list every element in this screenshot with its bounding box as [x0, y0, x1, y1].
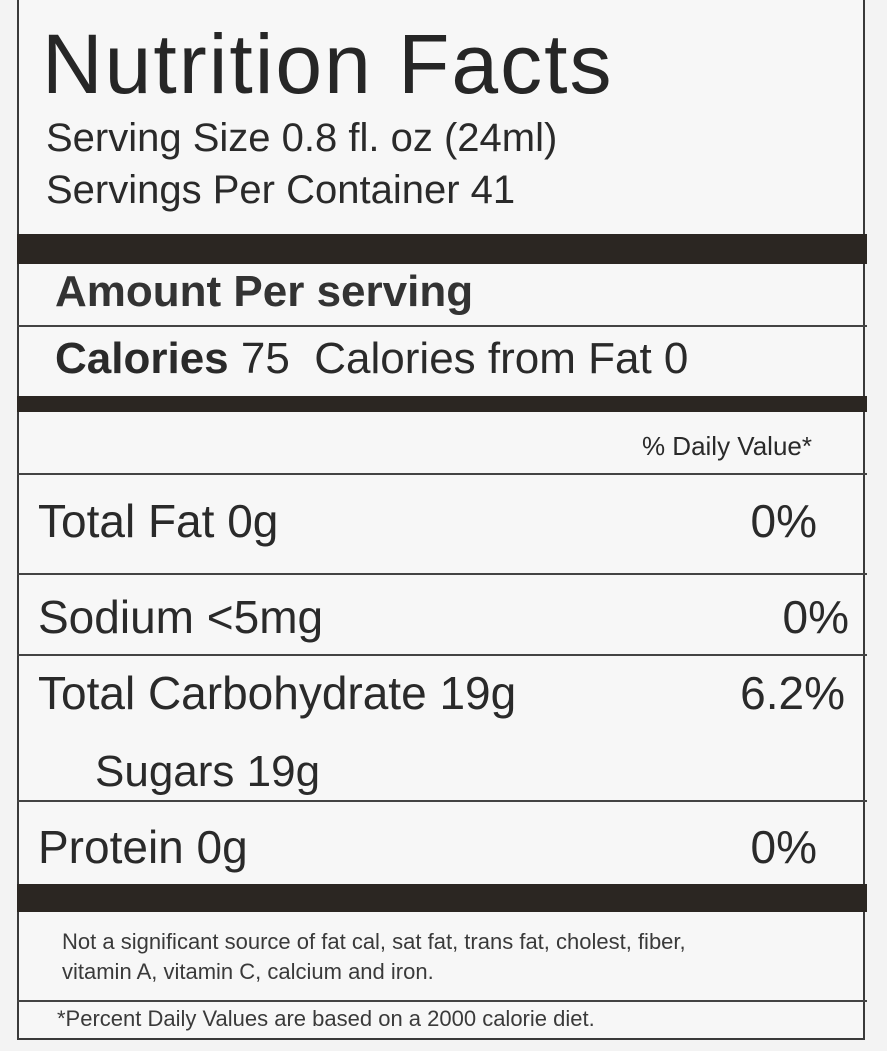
calories-value: 75	[240, 334, 290, 383]
divider	[17, 1000, 867, 1002]
nutrition-label	[17, 0, 865, 1040]
footnote-line-1: Not a significant source of fat cal, sat…	[62, 929, 686, 954]
thick-divider	[17, 884, 867, 912]
divider	[17, 800, 867, 802]
divider	[17, 573, 867, 575]
nutrient-total-carbohydrate: Total Carbohydrate 19g	[38, 667, 517, 719]
divider	[17, 654, 867, 656]
nutrient-sugars: Sugars 19g	[95, 747, 321, 796]
label-title: Nutrition Facts	[42, 17, 614, 111]
footnote-line-2: vitamin A, vitamin C, calcium and iron.	[62, 959, 434, 984]
daily-value-header: % Daily Value*	[641, 431, 812, 461]
percent-daily-value-note: *Percent Daily Values are based on a 200…	[57, 1006, 595, 1031]
divider	[17, 325, 867, 327]
dv-total-carbohydrate: 6.2%	[740, 667, 845, 719]
calories-label: Calories	[55, 334, 229, 383]
nutrient-total-fat: Total Fat 0g	[38, 495, 279, 547]
thick-divider	[17, 234, 867, 264]
nutrient-sodium: Sodium <5mg	[38, 591, 324, 643]
calories-row: Calories 75 Calories from Fat 0	[55, 337, 688, 381]
nutrient-protein: Protein 0g	[38, 821, 248, 873]
amount-per-serving: Amount Per serving	[55, 267, 474, 316]
serving-size: Serving Size 0.8 fl. oz (24ml)	[46, 116, 558, 160]
calories-from-fat: Calories from Fat 0	[314, 334, 689, 383]
thick-divider	[17, 396, 867, 412]
dv-sodium: 0%	[782, 591, 849, 643]
dv-protein: 0%	[750, 821, 817, 873]
dv-total-fat: 0%	[750, 495, 817, 547]
servings-per-container: Servings Per Container 41	[46, 168, 516, 212]
divider	[17, 473, 867, 475]
